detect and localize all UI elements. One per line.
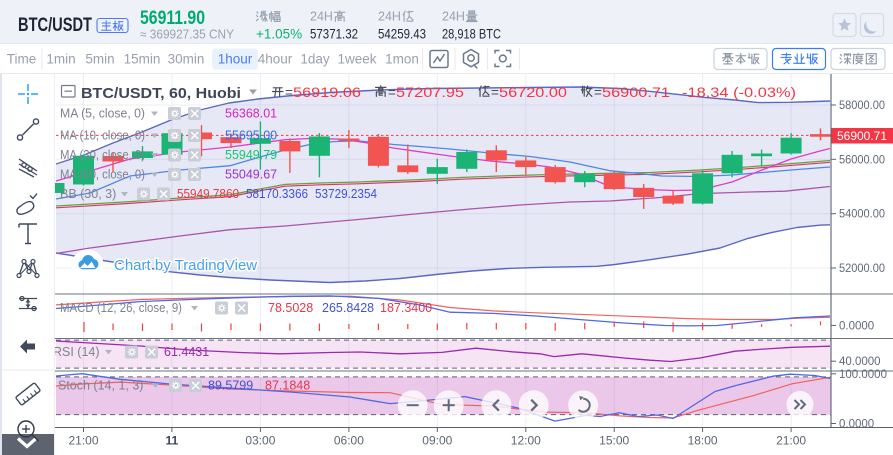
svg-text:21:00: 21:00 — [776, 434, 806, 448]
svg-text:Stoch (14, 1, 3): Stoch (14, 1, 3) — [58, 379, 143, 393]
svg-text:=: = — [594, 85, 602, 100]
svg-text:RSI (14): RSI (14) — [53, 345, 100, 359]
svg-text:56919.06: 56919.06 — [293, 85, 361, 100]
svg-text:-18.34 (-0.03%): -18.34 (-0.03%) — [682, 85, 796, 100]
svg-text:11: 11 — [166, 434, 179, 448]
svg-text:55949.79: 55949.79 — [225, 148, 277, 162]
svg-text:0.0000: 0.0000 — [839, 419, 874, 431]
svg-text:56720.00: 56720.00 — [499, 85, 567, 100]
svg-text:52000.00: 52000.00 — [839, 263, 885, 275]
svg-text:BTC/USDT: BTC/USDT — [18, 15, 92, 36]
svg-text:53729.2354: 53729.2354 — [315, 187, 377, 201]
svg-text:BTC/USDT, 60, Huobi: BTC/USDT, 60, Huobi — [81, 85, 241, 102]
svg-text:54000.00: 54000.00 — [839, 209, 885, 221]
svg-text:56000.00: 56000.00 — [839, 154, 885, 166]
svg-text:89.5799: 89.5799 — [208, 379, 253, 393]
svg-text:BB (30, 3): BB (30, 3) — [60, 187, 116, 201]
svg-text:24H: 24H — [310, 10, 333, 24]
svg-text:21:00: 21:00 — [68, 434, 98, 448]
svg-text:1week: 1week — [337, 52, 376, 67]
svg-text:1min: 1min — [46, 52, 75, 67]
svg-text:55049.67: 55049.67 — [225, 168, 277, 182]
svg-text:58170.3366: 58170.3366 — [246, 187, 308, 201]
svg-text:06:00: 06:00 — [334, 434, 364, 448]
svg-text:1day: 1day — [300, 52, 330, 67]
svg-text:24H: 24H — [378, 10, 401, 24]
svg-text:5min: 5min — [85, 52, 114, 67]
svg-text:56368.01: 56368.01 — [225, 107, 277, 121]
svg-text:28,918 BTC: 28,918 BTC — [442, 27, 501, 42]
svg-text:57371.32: 57371.32 — [310, 27, 358, 42]
svg-text:15min: 15min — [124, 52, 161, 67]
svg-text:MA (60, close, 0): MA (60, close, 0) — [60, 168, 145, 182]
svg-text:+1.05%: +1.05% — [256, 27, 302, 42]
svg-text:1hour: 1hour — [218, 52, 253, 67]
svg-text:187.3400: 187.3400 — [380, 301, 432, 315]
svg-text:87.1848: 87.1848 — [265, 379, 310, 393]
svg-text:265.8428: 265.8428 — [322, 301, 374, 315]
svg-text:09:00: 09:00 — [422, 434, 452, 448]
svg-text:54259.43: 54259.43 — [378, 27, 426, 42]
svg-text:=: = — [491, 85, 499, 100]
svg-text:MA (10, close, 0): MA (10, close, 0) — [60, 129, 145, 143]
svg-text:MA (30, close, 0): MA (30, close, 0) — [60, 148, 145, 162]
svg-text:1mon: 1mon — [385, 52, 419, 67]
svg-text:≈ 369927.35 CNY: ≈ 369927.35 CNY — [140, 28, 235, 42]
svg-text:24H: 24H — [442, 10, 465, 24]
svg-text:100.0000: 100.0000 — [839, 369, 887, 381]
svg-text:78.5028: 78.5028 — [268, 301, 313, 315]
svg-text:15:00: 15:00 — [599, 434, 629, 448]
svg-text:56900.71: 56900.71 — [602, 85, 670, 100]
svg-text:55695.00: 55695.00 — [225, 129, 277, 143]
svg-text:56911.90: 56911.90 — [140, 8, 205, 29]
svg-text:61.4431: 61.4431 — [164, 345, 209, 359]
svg-text:MA (5, close, 0): MA (5, close, 0) — [60, 107, 145, 121]
svg-text:30min: 30min — [168, 52, 205, 67]
svg-text:56900.71: 56900.71 — [837, 131, 887, 143]
svg-text:4hour: 4hour — [258, 52, 293, 67]
svg-text:57207.95: 57207.95 — [396, 85, 464, 100]
svg-text:40.0000: 40.0000 — [839, 356, 881, 368]
svg-text:12:00: 12:00 — [511, 434, 541, 448]
svg-text:Time: Time — [7, 52, 37, 67]
svg-text:=: = — [388, 85, 396, 100]
svg-text:MACD (12, 26, close, 9): MACD (12, 26, close, 9) — [60, 301, 182, 315]
svg-text:03:00: 03:00 — [245, 434, 275, 448]
svg-text:0.0000: 0.0000 — [839, 320, 874, 332]
svg-text:18:00: 18:00 — [688, 434, 718, 448]
svg-text:58000.00: 58000.00 — [839, 100, 885, 112]
svg-text:Chart by TradingView: Chart by TradingView — [114, 257, 257, 274]
svg-text:55949.7860: 55949.7860 — [177, 187, 239, 201]
svg-text:=: = — [285, 85, 293, 100]
